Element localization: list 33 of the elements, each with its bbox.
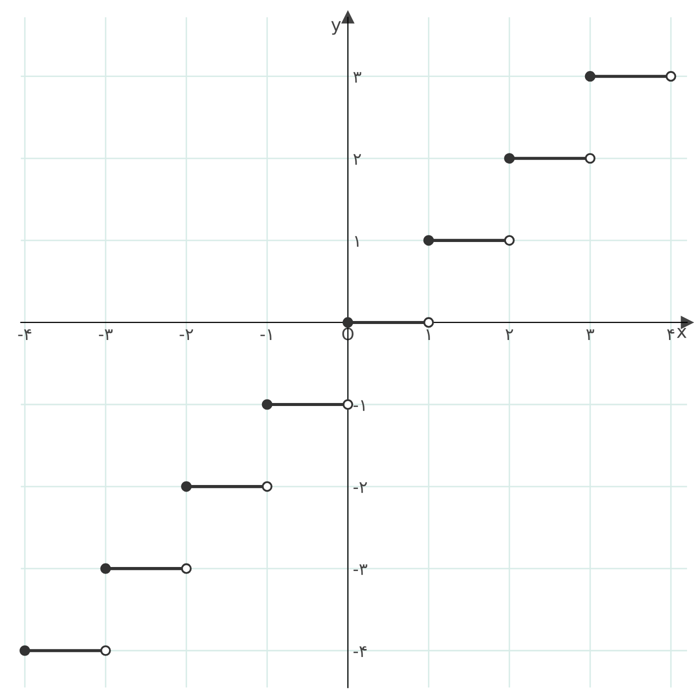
- y-tick-label: ۳: [353, 72, 362, 83]
- point: [423, 317, 434, 328]
- point: [262, 399, 272, 410]
- point: [342, 317, 354, 328]
- x-axis-title: x: [676, 328, 686, 338]
- point: [100, 645, 111, 656]
- y-tick-label: ۱: [355, 236, 358, 247]
- x-tick-label: -۳: [98, 329, 113, 340]
- y-tick-label: -۳: [354, 564, 368, 575]
- point: [584, 71, 596, 82]
- point: [584, 153, 596, 164]
- point: [100, 563, 111, 574]
- x-tick-label: ۲: [506, 329, 514, 340]
- point: [181, 481, 192, 492]
- y-tick-label: -۱: [354, 400, 364, 411]
- y-tick-label: ۲: [353, 154, 361, 165]
- point: [342, 399, 354, 410]
- x-tick-label: ۱: [426, 329, 430, 340]
- x-tick-label: -۱: [260, 329, 272, 340]
- x-tick-label: -۴: [18, 329, 32, 340]
- x-tick-label: ۳: [586, 329, 594, 340]
- y-axis-title: y: [331, 21, 341, 35]
- point: [262, 481, 272, 492]
- point: [666, 71, 676, 82]
- x-tick-label: -۲: [180, 329, 194, 340]
- y-tick-label: -۴: [354, 646, 367, 657]
- x-tick-label: ۴: [667, 329, 674, 340]
- point: [20, 645, 30, 656]
- point: [504, 235, 515, 246]
- point: [423, 235, 434, 246]
- y-tick-label: -۲: [354, 482, 367, 493]
- point: [181, 563, 192, 574]
- point: [504, 153, 515, 164]
